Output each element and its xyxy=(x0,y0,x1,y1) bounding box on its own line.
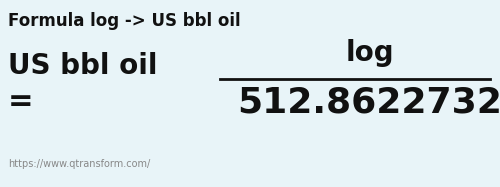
Text: https://www.qtransform.com/: https://www.qtransform.com/ xyxy=(8,159,150,169)
Text: =: = xyxy=(8,87,34,116)
Text: log: log xyxy=(346,39,395,67)
Text: 512.8622732: 512.8622732 xyxy=(238,85,500,119)
Text: Formula log -> US bbl oil: Formula log -> US bbl oil xyxy=(8,12,240,30)
Text: US bbl oil: US bbl oil xyxy=(8,52,158,80)
